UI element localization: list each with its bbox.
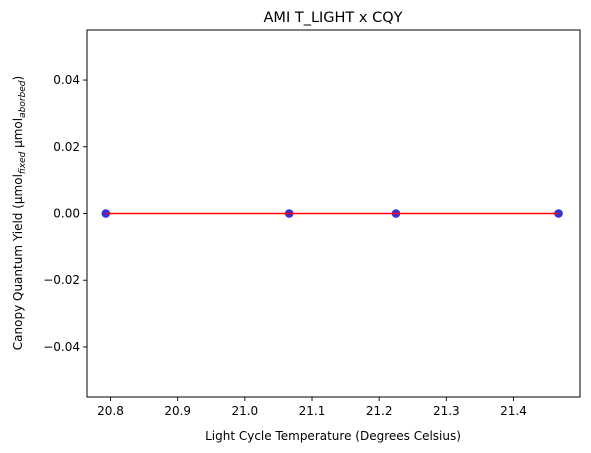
x-tick-label: 20.8 xyxy=(97,404,124,418)
y-axis-label-middle: μmol xyxy=(11,118,25,152)
y-axis-label: Canopy Quantum Yield (μmolfixed μmolabor… xyxy=(11,76,28,350)
y-tick-label: 0.02 xyxy=(53,140,80,154)
x-tick-label: 20.9 xyxy=(164,404,191,418)
x-tick-label: 21.2 xyxy=(366,404,393,418)
chart-title: AMI T_LIGHT x CQY xyxy=(264,10,403,26)
data-point xyxy=(101,209,111,218)
plot-area xyxy=(101,209,563,218)
y-tick-label: 0.04 xyxy=(53,73,80,87)
y-tick-label: −0.04 xyxy=(43,340,80,354)
y-axis: −0.04 −0.02 0.00 0.02 0.04 xyxy=(43,73,87,354)
x-tick-label: 21.4 xyxy=(500,404,527,418)
y-tick-label: 0.00 xyxy=(53,207,80,221)
y-axis-label-prefix: Canopy Quantum Yield (μmol xyxy=(11,174,25,350)
y-tick-label: −0.02 xyxy=(43,273,80,287)
x-tick-label: 21.1 xyxy=(299,404,326,418)
y-axis-label-sub-absorbed: aborbed xyxy=(18,80,28,118)
x-tick-label: 21.3 xyxy=(433,404,460,418)
y-axis-label-suffix: ) xyxy=(11,76,25,81)
x-axis-label: Light Cycle Temperature (Degrees Celsius… xyxy=(205,429,461,443)
x-tick-label: 21.0 xyxy=(231,404,258,418)
y-axis-label-sub-fixed: fixed xyxy=(18,151,28,174)
x-axis: 20.8 20.9 21.0 21.1 21.2 21.3 21.4 xyxy=(97,397,527,418)
